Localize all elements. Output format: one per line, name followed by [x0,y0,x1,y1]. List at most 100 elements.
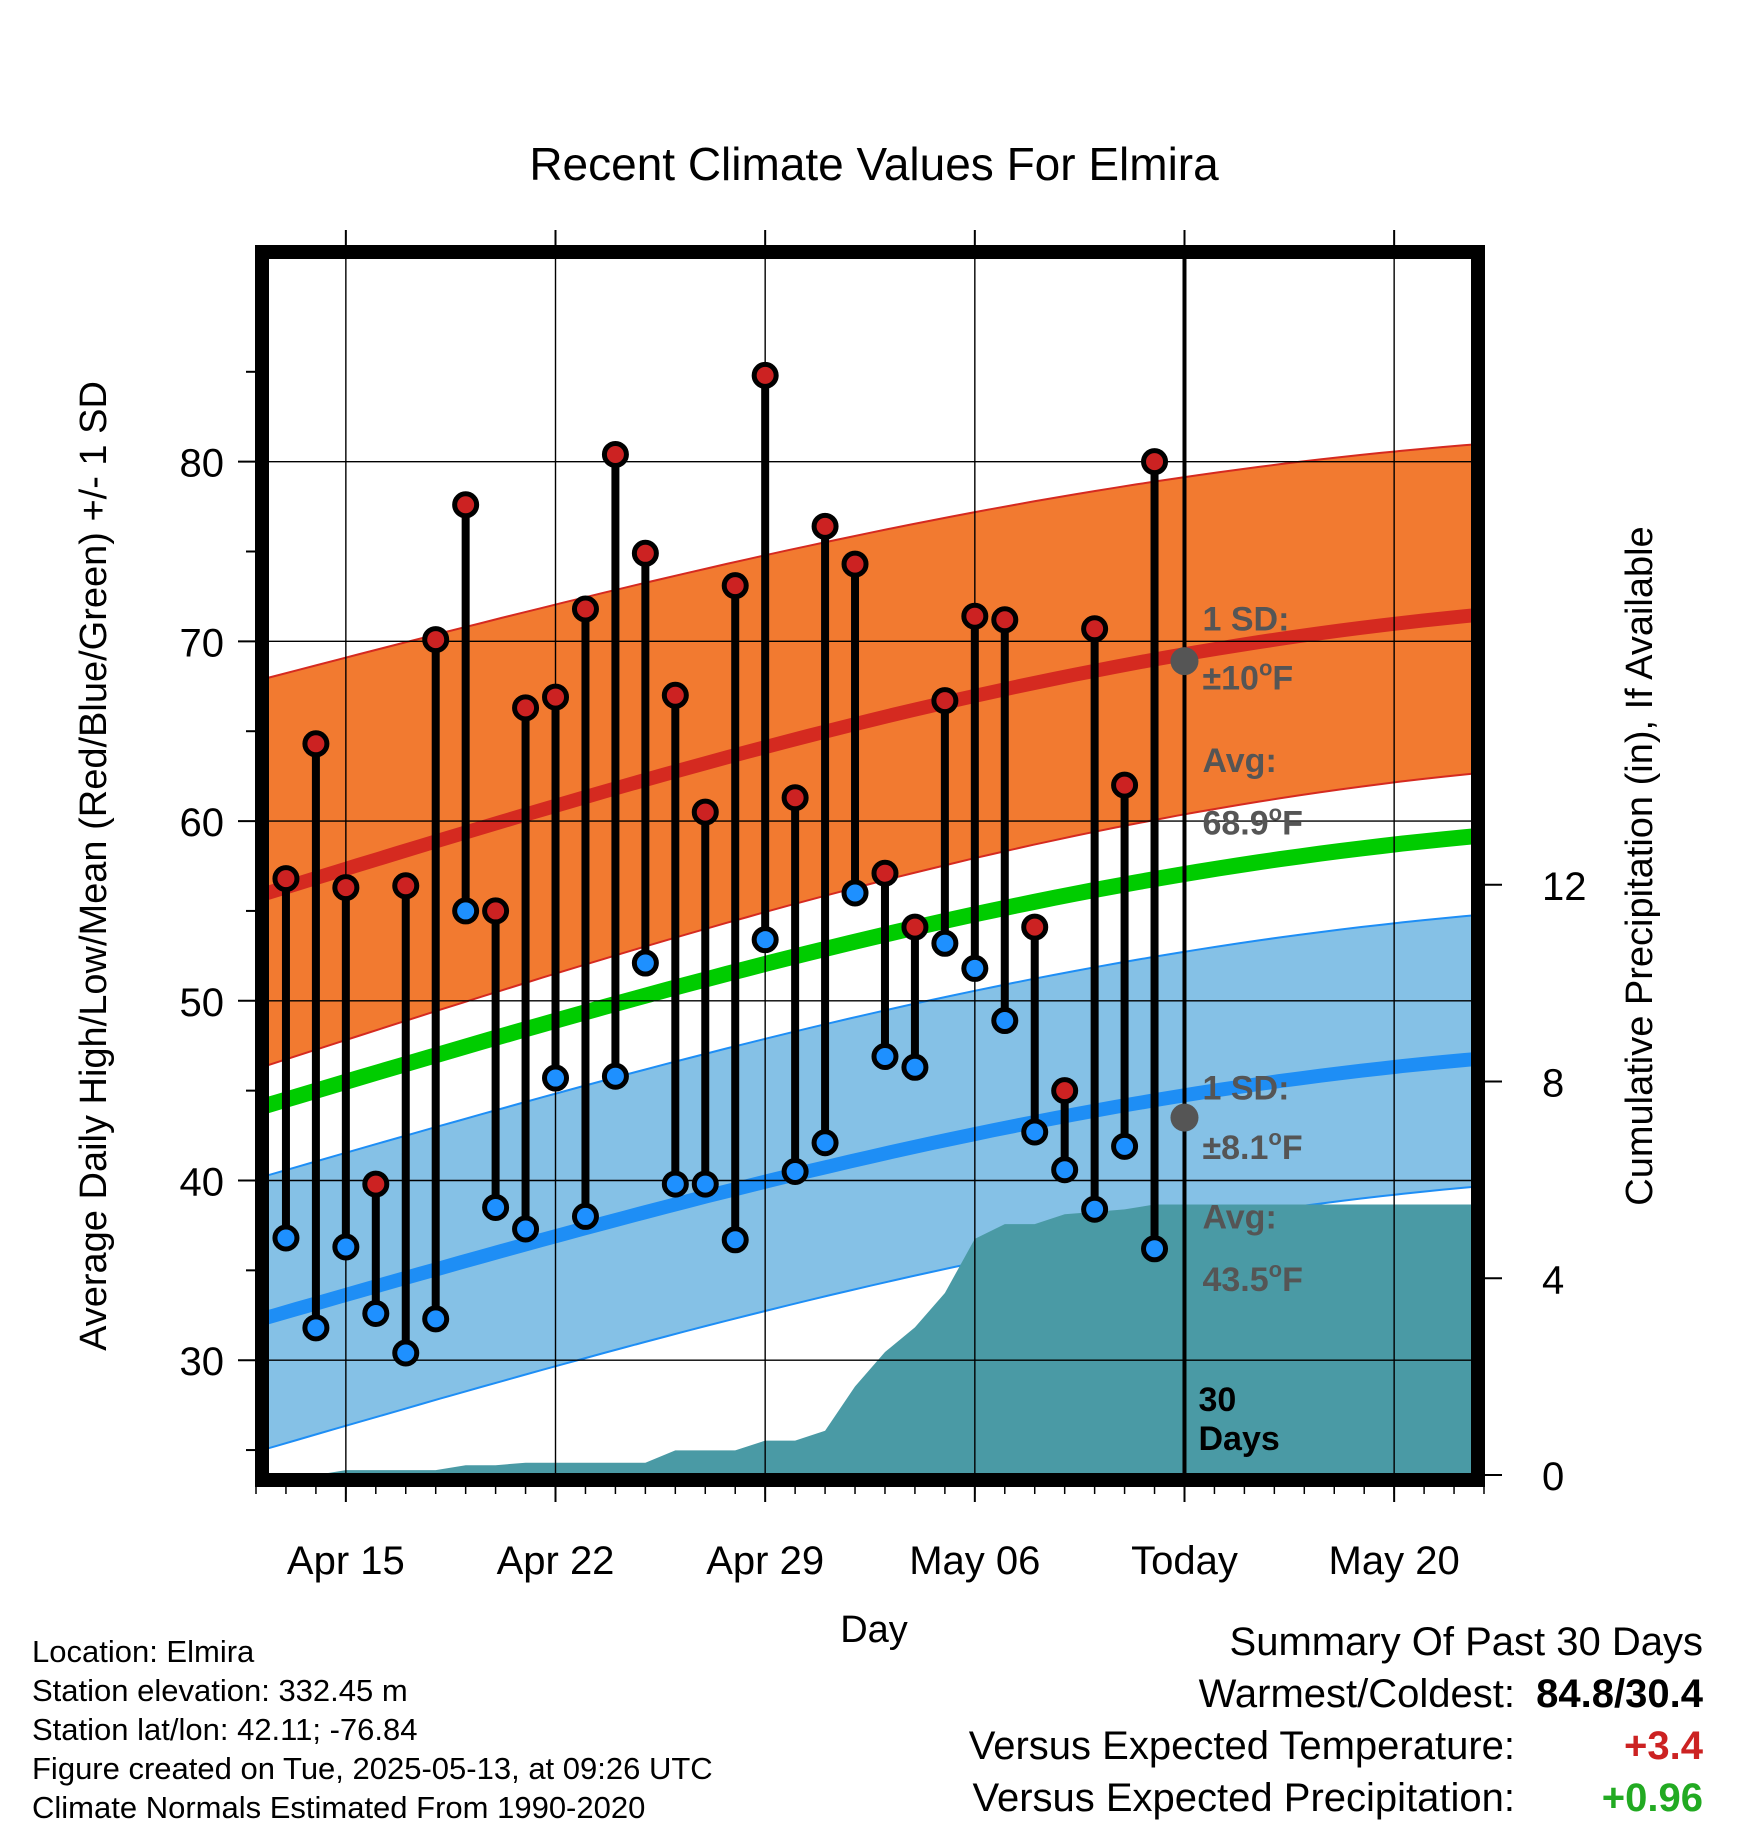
y-tick-label: 50 [180,981,225,1025]
low-avg-value: 43.5oF [1202,1257,1302,1299]
elevation-text: Station elevation: 332.45 m [32,1673,408,1708]
today-days-label-line2: Days [1198,1420,1279,1458]
daily-low-point [1141,1235,1169,1263]
daily-high-point [931,687,959,715]
today-days-label-line1: 30 [1198,1381,1236,1419]
summary-panel: Summary Of Past 30 Days Warmest/Coldest:… [969,1616,1703,1824]
daily-high-point [392,872,420,900]
y2-tick-label: 12 [1542,865,1587,909]
daily-low-point [422,1305,450,1333]
normals-text: Climate Normals Estimated From 1990-2020 [32,1790,646,1825]
daily-low-point [482,1193,510,1221]
daily-high-point [841,550,869,578]
created-text: Figure created on Tue, 2025-05-13, at 09… [32,1751,713,1786]
unit-mark: F [1272,660,1293,698]
daily-high-point [1021,913,1049,941]
daily-high-point [661,681,689,709]
latlon-text: Station lat/lon: 42.11; -76.84 [32,1712,418,1747]
summary-precip-row: Versus Expected Precipitation: +0.96 [969,1772,1703,1824]
x-tick-label: May 06 [909,1539,1040,1583]
degree-mark: o [1268,1125,1281,1150]
daily-high-point [571,595,599,623]
avg-low-line [268,1052,1472,1325]
daily-low-point [452,897,480,925]
high-sd-upper-edge [268,443,1472,679]
daily-low-point [512,1215,540,1243]
daily-low-point [1021,1118,1049,1146]
x-tick-label: May 20 [1329,1539,1460,1583]
daily-high-point [272,865,300,893]
low-sd-label: 1 SD: [1202,1069,1289,1107]
daily-low-point [1081,1195,1109,1223]
daily-low-point [302,1314,330,1342]
y2-tick-label: 4 [1542,1258,1564,1302]
daily-low-point [811,1129,839,1157]
temp-label: Versus Expected Temperature: [968,1724,1515,1768]
y2-tick-label: 0 [1542,1455,1564,1499]
unit-mark: F [1282,1261,1303,1299]
y2-tick-label: 8 [1542,1062,1564,1106]
plot-area [268,258,1472,1474]
daily-high-point [901,913,929,941]
daily-low-point [332,1233,360,1261]
high-sd-lower-edge [268,772,1472,1067]
unit-mark: F [1282,1129,1303,1167]
daily-high-point [721,572,749,600]
high-sd-value-value: ±10 [1202,660,1258,698]
y-tick-label: 70 [180,621,225,665]
degree-mark: o [1259,656,1272,681]
today-high-avg-marker [1170,647,1199,676]
unit-mark: F [1282,805,1303,843]
daily-low-point [901,1053,929,1081]
daily-high-point [991,606,1019,634]
x-tick-label: Apr 29 [706,1539,824,1583]
daily-high-point [1141,448,1169,476]
daily-high-point [452,491,480,519]
daily-low-point [691,1170,719,1198]
degree-mark: o [1269,801,1282,826]
high-sd-label: 1 SD: [1202,600,1289,638]
daily-high-point [1051,1077,1079,1105]
daily-high-point [512,694,540,722]
daily-high-point [482,897,510,925]
daily-high-point [751,361,779,389]
x-axis-label: Day [840,1609,908,1651]
high-avg-value: 68.9oF [1202,801,1302,843]
y-axis-label-right: Cumulative Precipitation (in), If Availa… [1619,526,1661,1205]
high-avg-value-value: 68.9 [1202,805,1268,843]
daily-high-point [422,626,450,654]
low-avg-value-value: 43.5 [1202,1261,1268,1299]
warmest-value: 84.8/30.4 [1536,1672,1703,1716]
high-sd-value: ±10oF [1202,656,1293,698]
x-tick-label: Apr 22 [497,1539,615,1583]
summary-temp-row: Versus Expected Temperature: +3.4 [969,1720,1703,1772]
daily-low-point [961,954,989,982]
daily-low-point [631,949,659,977]
location-text: Location: Elmira [32,1634,255,1669]
daily-low-point [721,1226,749,1254]
daily-low-point [991,1007,1019,1035]
low-sd-upper-edge [268,914,1472,1177]
daily-high-point [1111,771,1139,799]
daily-low-point [931,929,959,957]
warmest-label: Warmest/Coldest: [1198,1672,1515,1716]
y-axis-label-left: Average Daily High/Low/Mean (Red/Blue/Gr… [73,381,115,1351]
daily-high-point [631,539,659,567]
daily-low-point [362,1299,390,1327]
daily-high-point [811,512,839,540]
daily-low-point [571,1202,599,1230]
y-tick-label: 40 [180,1160,225,1204]
precip-value: +0.96 [1601,1776,1703,1820]
summary-title: Summary Of Past 30 Days [1229,1620,1703,1664]
y-tick-label: 80 [180,442,225,486]
y-tick-label: 60 [180,801,225,845]
station-info: Location: Elmira Station elevation: 332.… [32,1632,932,1827]
daily-high-point [1081,615,1109,643]
daily-low-point [871,1042,899,1070]
daily-high-point [691,798,719,826]
degree-mark: o [1269,1257,1282,1282]
x-tick-label: Apr 15 [287,1539,405,1583]
today-low-avg-marker [1170,1103,1199,1132]
high-sd-band [268,444,1472,1066]
